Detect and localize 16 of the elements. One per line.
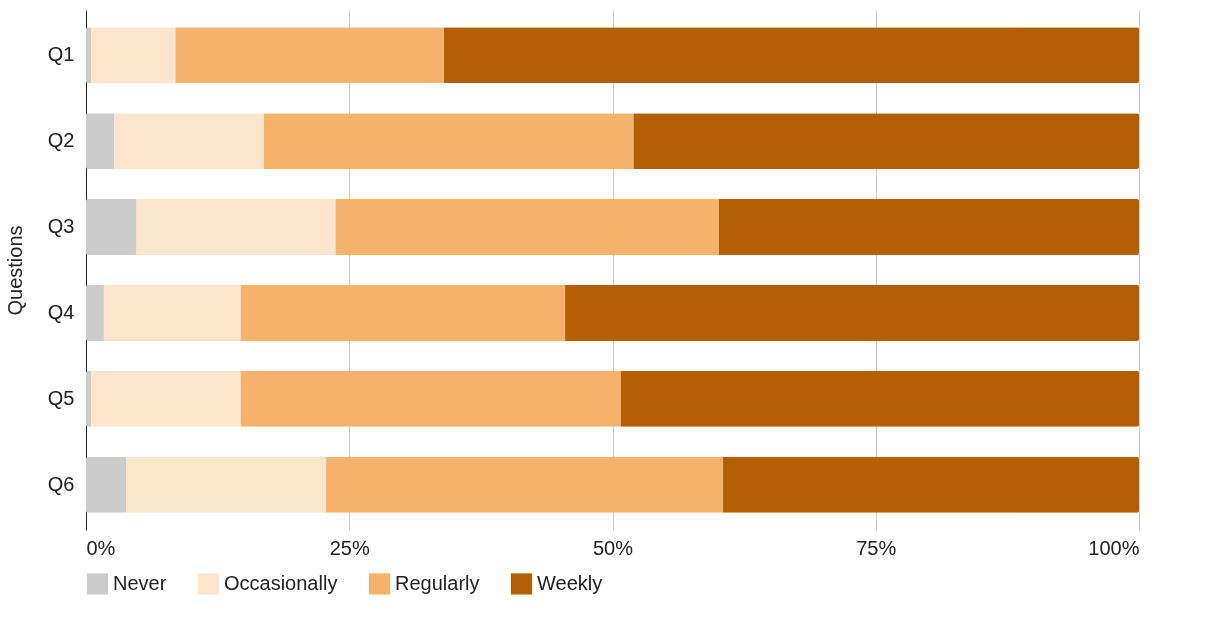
- y-tick-label: Q5: [47, 386, 75, 409]
- x-tick-label: 0%: [86, 536, 116, 559]
- legend-label: Occasionally: [224, 571, 338, 594]
- x-tick-label: 100%: [1088, 536, 1140, 559]
- y-tick-label: Q6: [47, 472, 75, 495]
- legend-label: Never: [113, 571, 167, 594]
- legend-label: Regularly: [395, 571, 480, 594]
- y-axis-title: Questions: [3, 225, 26, 316]
- legend-label: Weekly: [537, 571, 603, 594]
- y-tick-label: Q1: [47, 43, 75, 66]
- x-tick-label: 50%: [592, 536, 634, 559]
- x-tick-label: 75%: [856, 536, 897, 559]
- y-tick-label: Q3: [47, 215, 75, 238]
- y-tick-label: Q2: [47, 129, 75, 152]
- y-tick-label: Q4: [47, 300, 75, 323]
- x-tick-label: 25%: [329, 536, 370, 559]
